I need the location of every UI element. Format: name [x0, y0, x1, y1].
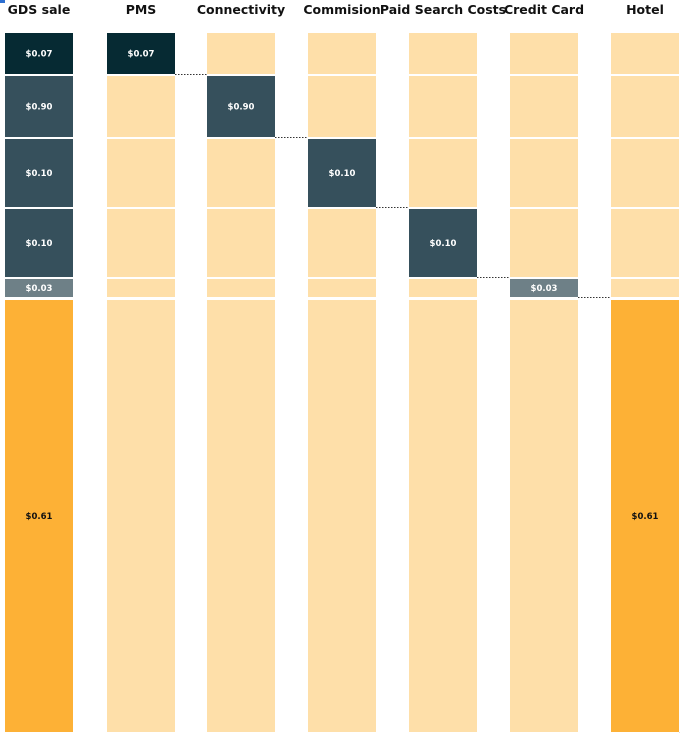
- segment-pms-pms: [107, 33, 175, 74]
- column-title-commision: Commision: [303, 2, 380, 17]
- segment-connectivity-connectivity: [207, 76, 275, 137]
- corner-marker: [0, 0, 5, 3]
- segment-label-gds-sale-credit-card: $0.03: [26, 284, 53, 294]
- column-title-gds-sale: GDS sale: [8, 2, 71, 17]
- segment-connectivity-credit-card: [207, 279, 275, 297]
- column-titles: GDS sale PMS Connectivity Commision Paid Sea…: [8, 2, 664, 17]
- segment-credit-card-paid-search-costs: [510, 209, 578, 277]
- segment-paid-search-costs-credit-card: [409, 279, 477, 297]
- columns: $0.07 $0.90 $0.10 $0.10 $0.03 $0.61 $0.07 $0.90…: [5, 33, 679, 732]
- segment-label-gds-sale-commision: $0.10: [26, 169, 53, 179]
- segment-credit-card-pms: [510, 33, 578, 74]
- segment-connectivity-hotel: [207, 300, 275, 732]
- column-title-paid-search-costs: Paid Search Costs: [380, 2, 506, 17]
- segment-paid-search-costs-connectivity: [409, 76, 477, 137]
- segment-hotel-connectivity: [611, 76, 679, 137]
- segment-connectivity-paid-search-costs: [207, 209, 275, 277]
- segment-gds-sale-connectivity: [5, 76, 73, 137]
- column-pms: $0.07: [107, 33, 175, 732]
- segment-gds-sale-commision: [5, 139, 73, 207]
- segment-pms-paid-search-costs: [107, 209, 175, 277]
- segment-label-connectivity-connectivity: $0.90: [228, 103, 255, 113]
- segment-commision-connectivity: [308, 76, 376, 137]
- segment-paid-search-costs-paid-search-costs: [409, 209, 477, 277]
- column-title-pms: PMS: [126, 2, 157, 17]
- segment-hotel-paid-search-costs: [611, 209, 679, 277]
- segment-credit-card-credit-card: [510, 279, 578, 297]
- segment-label-pms-pms: $0.07: [128, 50, 155, 60]
- segment-label-hotel-hotel: $0.61: [632, 512, 659, 522]
- segment-pms-credit-card: [107, 279, 175, 297]
- segment-paid-search-costs-commision: [409, 139, 477, 207]
- segment-credit-card-commision: [510, 139, 578, 207]
- segment-credit-card-connectivity: [510, 76, 578, 137]
- segment-commision-paid-search-costs: [308, 209, 376, 277]
- segment-pms-connectivity: [107, 76, 175, 137]
- segment-label-credit-card-credit-card: $0.03: [531, 284, 558, 294]
- column-connectivity: $0.90: [207, 33, 275, 732]
- segment-commision-credit-card: [308, 279, 376, 297]
- column-title-credit-card: Credit Card: [504, 2, 584, 17]
- segment-commision-hotel: [308, 300, 376, 732]
- segment-pms-commision: [107, 139, 175, 207]
- column-credit-card: $0.03: [510, 33, 578, 732]
- segment-label-gds-sale-pms: $0.07: [26, 50, 53, 60]
- segment-hotel-commision: [611, 139, 679, 207]
- segment-label-paid-search-costs-paid-search-costs: $0.10: [430, 239, 457, 249]
- segment-gds-sale-hotel: [5, 300, 73, 732]
- segment-gds-sale-credit-card: [5, 279, 73, 297]
- segment-connectivity-pms: [207, 33, 275, 74]
- segment-gds-sale-paid-search-costs: [5, 209, 73, 277]
- segment-pms-hotel: [107, 300, 175, 732]
- segment-gds-sale-pms: [5, 33, 73, 74]
- column-title-connectivity: Connectivity: [197, 2, 285, 17]
- column-gds-sale: $0.07 $0.90 $0.10 $0.10 $0.03 $0.61: [5, 33, 73, 732]
- segment-credit-card-hotel: [510, 300, 578, 732]
- segment-hotel-hotel: [611, 300, 679, 732]
- column-hotel: $0.61: [611, 33, 679, 732]
- segment-connectivity-commision: [207, 139, 275, 207]
- segment-hotel-pms: [611, 33, 679, 74]
- segment-paid-search-costs-pms: [409, 33, 477, 74]
- connectors: [175, 74, 611, 298]
- column-paid-search-costs: $0.10: [409, 33, 477, 732]
- segment-commision-commision: [308, 139, 376, 207]
- column-commision: $0.10: [308, 33, 376, 732]
- column-title-hotel: Hotel: [626, 2, 664, 17]
- segment-paid-search-costs-hotel: [409, 300, 477, 732]
- segment-label-gds-sale-hotel: $0.61: [26, 512, 53, 522]
- segment-hotel-credit-card: [611, 279, 679, 297]
- segment-commision-pms: [308, 33, 376, 74]
- segment-label-gds-sale-connectivity: $0.90: [26, 103, 53, 113]
- segment-label-gds-sale-paid-search-costs: $0.10: [26, 239, 53, 249]
- segment-label-commision-commision: $0.10: [329, 169, 356, 179]
